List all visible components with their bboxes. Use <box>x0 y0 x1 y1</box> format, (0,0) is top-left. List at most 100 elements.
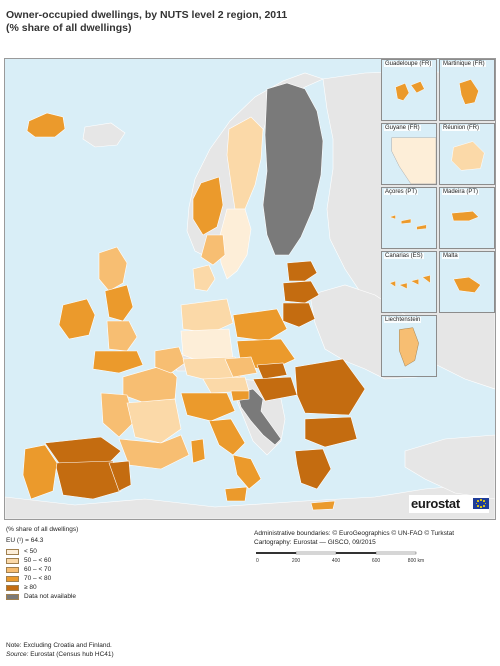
region-france-center <box>126 398 182 444</box>
region-scotland <box>98 246 128 292</box>
inset-canarias: Canarias (ES) <box>381 251 437 313</box>
region-spain-center <box>54 460 122 500</box>
region-slovakia <box>256 362 288 380</box>
region-greece <box>294 448 332 490</box>
legend-label: 50 – < 60 <box>24 557 52 564</box>
scale-tick-label: 0 <box>256 558 259 564</box>
region-sicily <box>224 486 248 502</box>
region-benelux <box>154 346 186 374</box>
scale-bar: 0 200 400 600 800 km <box>256 551 424 564</box>
region-denmark <box>192 264 216 292</box>
region-slovenia <box>230 390 250 402</box>
legend-swatch <box>6 575 19 582</box>
region-portugal <box>22 444 58 500</box>
eurostat-logo: eurostat <box>409 495 489 513</box>
legend-item: 70 – < 80 <box>6 574 78 583</box>
region-england-south <box>92 350 144 374</box>
map-credits: Administrative boundaries: © EuroGeograp… <box>254 529 454 547</box>
inset-label: Guyane (FR) <box>384 125 421 131</box>
legend-title: (% share of all dwellings) <box>6 526 79 533</box>
region-ireland <box>58 298 96 340</box>
inset-label: Guadeloupe (FR) <box>384 61 433 67</box>
region-latvia <box>282 280 320 304</box>
inset-guyane: Guyane (FR) <box>381 123 437 185</box>
scale-tick-label: 600 <box>372 558 381 564</box>
inset-madeira: Madeira (PT) <box>439 187 495 249</box>
credits-boundaries: Administrative boundaries: © EuroGeograp… <box>254 530 455 537</box>
region-north-africa <box>5 482 495 519</box>
region-norway-south <box>200 234 226 266</box>
region-turkey <box>404 434 495 500</box>
region-crete <box>310 500 336 511</box>
legend-label: 60 – < 70 <box>24 566 52 573</box>
inset-label: Canarias (ES) <box>384 253 424 259</box>
inset-reunion: Réunion (FR) <box>439 123 495 185</box>
credits-cartography: Cartography: Eurostat — GISCO, 09/2015 <box>254 539 376 546</box>
eu-flag-icon <box>473 498 489 509</box>
region-bulgaria <box>304 416 358 448</box>
map-subtitle: (% share of all dwellings) <box>6 22 132 34</box>
source-prefix: Source: <box>6 651 29 658</box>
map-title: Owner-occupied dwellings, by NUTS level … <box>6 9 288 21</box>
legend-label: Data not available <box>24 593 77 600</box>
inset-label: Açores (PT) <box>384 189 419 195</box>
legend-item: ≥ 80 <box>6 583 78 592</box>
legend-swatch <box>6 548 19 555</box>
inset-liechtenstein: Liechtenstein <box>381 315 437 377</box>
region-austria <box>202 376 250 394</box>
legend-swatch <box>6 557 19 564</box>
region-italy-center <box>208 418 246 456</box>
inset-label: Réunion (FR) <box>442 125 481 131</box>
region-sardinia <box>190 438 206 464</box>
source-body: Eurostat (Census hub HC41) <box>28 651 114 658</box>
region-czechia <box>224 356 258 378</box>
inset-acores: Açores (PT) <box>381 187 437 249</box>
region-sweden-1 <box>226 116 264 210</box>
legend-label: < 50 <box>24 548 37 555</box>
legend-label: 70 – < 80 <box>24 575 52 582</box>
region-finland-na <box>262 82 324 256</box>
note-text: Note: Excluding Croatia and Finland. <box>6 642 112 649</box>
footnote: Note: Excluding Croatia and Finland. Sou… <box>6 641 114 659</box>
region-croatia-na <box>236 388 282 446</box>
legend-swatch <box>6 593 19 600</box>
legend-item: 60 – < 70 <box>6 565 78 574</box>
region-romania <box>294 358 366 416</box>
inset-malta: Malta <box>439 251 495 313</box>
inset-label: Malta <box>442 253 459 259</box>
region-spain-east <box>108 460 132 492</box>
region-norway-west <box>192 176 224 236</box>
region-lithuania <box>282 302 316 328</box>
legend-swatch <box>6 566 19 573</box>
region-england-mid <box>106 320 138 352</box>
legend-item: < 50 <box>6 547 78 556</box>
region-england-north <box>104 284 134 322</box>
scale-tick-label: 200 <box>292 558 301 564</box>
eurostat-logo-text: eurostat <box>411 496 460 511</box>
source-text: Source: Eurostat (Census hub HC41) <box>6 650 114 659</box>
map-frame: Guadeloupe (FR) Martinique (FR) Guyane (… <box>4 58 496 520</box>
inset-guadeloupe: Guadeloupe (FR) <box>381 59 437 121</box>
region-germany-north <box>180 298 234 334</box>
scale-tick-label: 800 km <box>408 558 424 564</box>
region-france-west <box>100 392 136 438</box>
inset-label: Madeira (PT) <box>442 189 480 195</box>
region-spain-north <box>44 436 122 464</box>
legend-swatch <box>6 584 19 591</box>
region-estonia <box>286 260 318 282</box>
legend-item: 50 – < 60 <box>6 556 78 565</box>
europe-map <box>5 70 495 519</box>
region-italy-north <box>180 392 236 422</box>
region-italy-south <box>232 454 262 490</box>
region-iceland <box>82 122 126 148</box>
inset-label: Martinique (FR) <box>442 61 486 67</box>
legend-eu-value: EU (¹) = 64.3 <box>6 537 44 544</box>
region-poland-north <box>232 308 288 342</box>
inset-martinique: Martinique (FR) <box>439 59 495 121</box>
map-legend: (% share of all dwellings) EU (¹) = 64.3… <box>6 526 78 601</box>
scale-tick-label: 400 <box>332 558 341 564</box>
legend-item: Data not available <box>6 592 78 601</box>
region-iceland-data <box>26 112 66 138</box>
inset-label: Liechtenstein <box>384 317 422 323</box>
legend-label: ≥ 80 <box>24 584 37 591</box>
